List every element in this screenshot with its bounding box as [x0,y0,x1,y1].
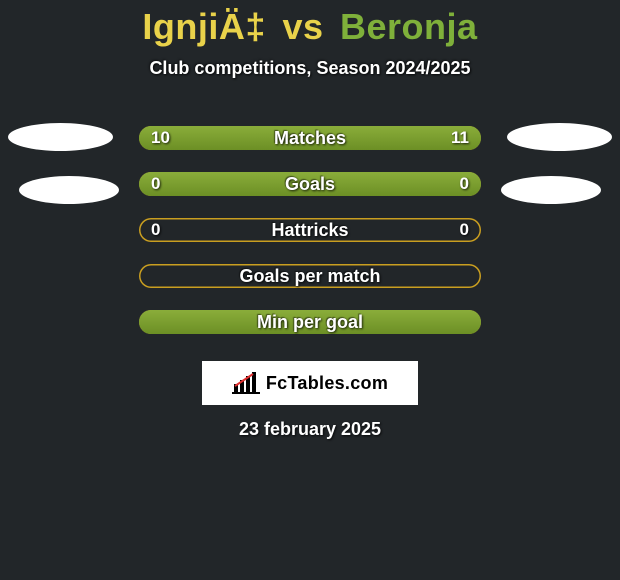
stat-label: Hattricks [139,218,481,242]
stat-label: Goals per match [139,264,481,288]
stat-row: 0 Goals 0 [0,161,620,207]
vs-text: vs [282,6,323,47]
stat-row: 10 Matches 11 [0,115,620,161]
stat-right-value: 11 [451,126,469,150]
stat-label: Goals [139,172,481,196]
subtitle: Club competitions, Season 2024/2025 [0,58,620,79]
stat-bar-hattricks: 0 Hattricks 0 [139,218,481,242]
stat-bar-goals-per-match: Goals per match [139,264,481,288]
stat-bar-min-per-goal: Min per goal [139,310,481,334]
stat-row: Min per goal [0,299,620,345]
date-text: 23 february 2025 [0,419,620,440]
stat-label: Min per goal [139,310,481,334]
widget-root: IgnjiÄ‡ vs Beronja Club competitions, Se… [0,0,620,580]
stat-bar-matches: 10 Matches 11 [139,126,481,150]
player1-name: IgnjiÄ‡ [142,6,266,47]
comparison-rows: 10 Matches 11 0 Goals 0 0 Hattricks 0 [0,115,620,345]
page-title: IgnjiÄ‡ vs Beronja [0,0,620,48]
brand-link[interactable]: FcTables.com [202,361,418,405]
stat-row: Goals per match [0,253,620,299]
stat-right-value: 0 [460,172,469,196]
player2-name: Beronja [340,6,478,47]
stat-bar-goals: 0 Goals 0 [139,172,481,196]
stat-right-value: 0 [460,218,469,242]
stat-label: Matches [139,126,481,150]
brand-text: FcTables.com [266,373,388,394]
bar-chart-icon [232,372,260,394]
stat-row: 0 Hattricks 0 [0,207,620,253]
